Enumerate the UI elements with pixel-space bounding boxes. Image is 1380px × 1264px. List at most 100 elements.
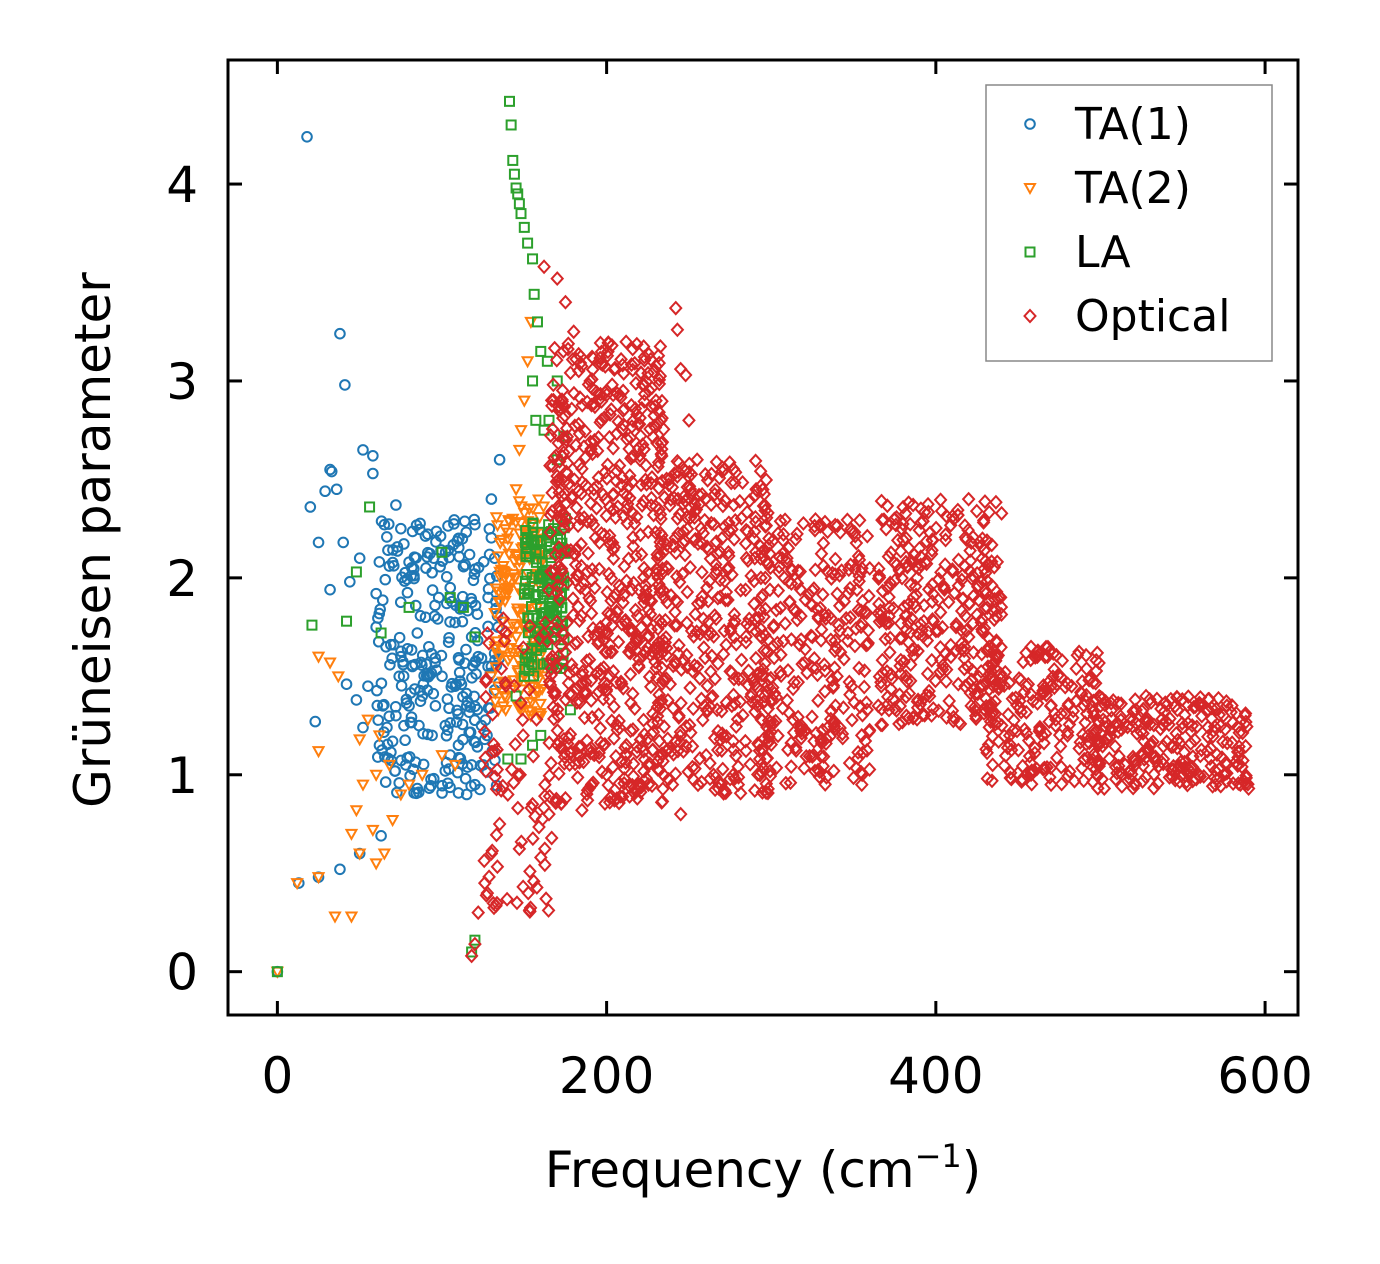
point-optical — [773, 513, 788, 529]
point-optical — [887, 511, 902, 527]
point-optical — [994, 505, 1009, 521]
point-optical — [487, 743, 502, 759]
point-optical — [691, 777, 705, 793]
point-optical — [550, 271, 565, 287]
point-optical — [852, 512, 867, 528]
point-optical — [656, 544, 671, 560]
point-optical — [917, 707, 932, 723]
point-optical — [783, 775, 798, 791]
point-optical — [944, 649, 958, 665]
point-optical — [468, 936, 482, 952]
point-optical — [569, 437, 583, 453]
point-ta-1 — [357, 444, 369, 456]
point-optical — [711, 775, 726, 791]
point-optical — [778, 775, 793, 791]
point-ta-2 — [526, 503, 540, 516]
point-optical — [544, 755, 558, 771]
point-optical — [831, 617, 846, 633]
point-optical — [612, 458, 627, 474]
point-optical — [792, 637, 807, 653]
point-optical — [576, 576, 591, 592]
point-ta-1 — [381, 738, 394, 751]
point-optical — [718, 785, 733, 801]
point-la — [403, 601, 415, 613]
point-optical — [1037, 680, 1052, 696]
point-optical — [1086, 704, 1100, 720]
point-optical — [719, 584, 734, 600]
point-optical — [1141, 742, 1155, 758]
point-optical — [649, 562, 664, 577]
point-optical — [796, 515, 811, 531]
point-optical — [682, 456, 697, 472]
point-optical — [543, 524, 558, 540]
point-optical — [606, 440, 621, 456]
point-la — [522, 237, 534, 249]
point-optical — [655, 676, 670, 692]
point-optical — [862, 761, 877, 777]
point-optical — [966, 568, 980, 584]
point-optical — [657, 719, 672, 735]
point-ta-1 — [443, 631, 455, 644]
point-optical — [750, 666, 765, 682]
point-optical — [585, 446, 600, 462]
point-optical — [883, 575, 898, 591]
point-ta-1 — [452, 708, 464, 720]
point-optical — [977, 542, 992, 558]
point-ta-1 — [383, 560, 396, 572]
point-optical — [494, 661, 509, 677]
point-ta-1 — [485, 493, 498, 505]
point-ta-1 — [459, 657, 471, 669]
point-optical — [544, 830, 559, 846]
point-ta-2 — [311, 872, 326, 885]
point-ta-1 — [398, 538, 410, 550]
point-optical — [548, 684, 563, 700]
point-optical — [791, 563, 806, 579]
point-optical — [583, 495, 598, 511]
point-optical — [735, 474, 750, 490]
point-optical — [828, 698, 843, 714]
point-optical — [577, 685, 592, 701]
point-optical — [769, 760, 784, 776]
point-optical — [883, 630, 898, 646]
point-optical — [604, 402, 619, 418]
point-optical — [1048, 718, 1063, 734]
point-ta-1 — [344, 576, 356, 588]
point-optical — [1123, 763, 1138, 779]
point-optical — [709, 562, 724, 577]
data-points — [270, 95, 1256, 979]
point-optical — [1042, 714, 1057, 730]
point-ta-2 — [501, 527, 515, 540]
point-optical — [575, 461, 589, 477]
point-optical — [513, 767, 528, 783]
point-optical — [690, 659, 705, 675]
point-optical — [632, 777, 646, 793]
point-optical — [906, 497, 920, 513]
point-ta-2 — [385, 815, 400, 828]
point-optical — [747, 524, 762, 540]
point-optical — [713, 731, 728, 747]
point-optical — [694, 594, 709, 610]
point-optical — [492, 816, 507, 832]
point-ta-1 — [411, 627, 424, 639]
point-optical — [1033, 721, 1047, 737]
legend: TA(1) TA(2) LA Optical — [985, 84, 1273, 362]
point-optical — [828, 551, 843, 567]
point-la — [521, 569, 533, 581]
point-optical — [694, 691, 709, 707]
point-la — [444, 592, 456, 604]
point-optical — [709, 611, 724, 627]
point-optical — [735, 671, 749, 687]
point-optical — [683, 725, 698, 741]
point-optical — [741, 553, 755, 569]
point-optical — [671, 646, 686, 662]
point-optical — [752, 665, 767, 681]
point-optical — [724, 475, 739, 491]
legend-label-ta-2: TA(2) — [1074, 163, 1191, 214]
point-optical — [764, 718, 779, 734]
point-la — [502, 753, 514, 765]
point-optical — [862, 724, 876, 740]
point-optical — [738, 582, 753, 598]
point-optical — [861, 635, 876, 651]
point-ta-1 — [423, 640, 435, 653]
point-ta-1 — [425, 667, 438, 680]
